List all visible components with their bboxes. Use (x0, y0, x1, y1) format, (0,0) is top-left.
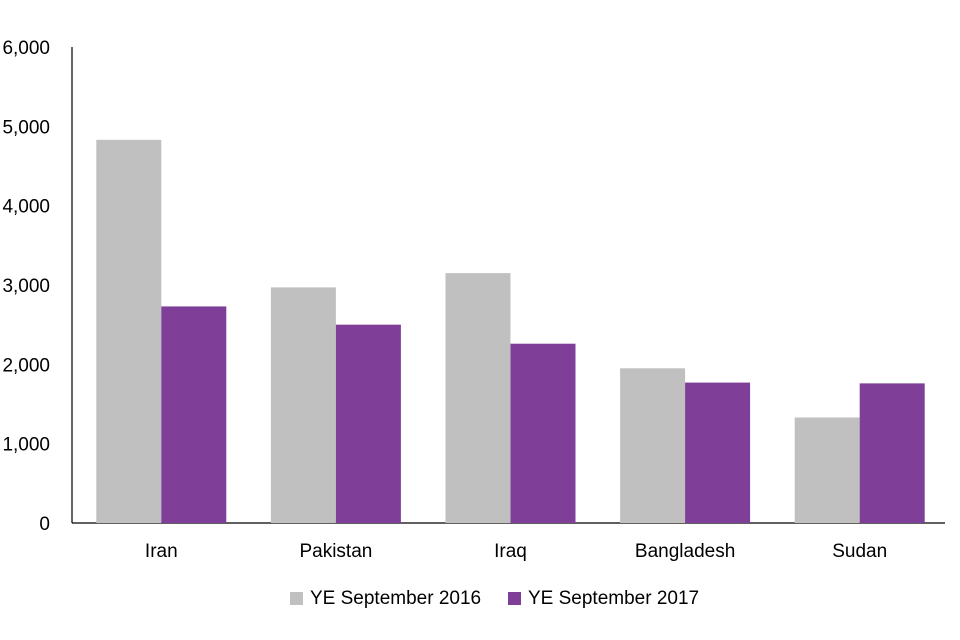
bar (685, 382, 751, 523)
x-category-label: Bangladesh (635, 541, 735, 562)
bar (161, 306, 227, 523)
legend-label: YE September 2017 (528, 588, 699, 609)
y-tick-label: 5,000 (2, 117, 50, 138)
legend-swatch (290, 592, 303, 605)
y-tick-label: 1,000 (2, 435, 50, 456)
y-tick-label: 3,000 (2, 276, 50, 297)
bar (335, 324, 401, 523)
bars (96, 139, 925, 523)
y-tick-label: 0 (39, 514, 50, 535)
legend-swatch (508, 592, 521, 605)
y-axis-ticks: 0 1,000 2,000 3,000 4,000 5,000 6,000 (2, 38, 50, 535)
y-tick-label: 6,000 (2, 38, 50, 59)
bar (510, 343, 576, 523)
bar (270, 287, 336, 523)
y-tick-label: 2,000 (2, 355, 50, 376)
x-category-label: Iran (145, 541, 178, 562)
bar (794, 417, 860, 523)
x-category-label: Sudan (832, 541, 887, 562)
x-category-label: Iraq (494, 541, 527, 562)
y-tick-label: 4,000 (2, 197, 50, 218)
bar (445, 273, 511, 523)
bar (96, 139, 162, 523)
bar (859, 383, 925, 523)
legend-label: YE September 2016 (310, 588, 481, 609)
legend: YE September 2016 YE September 2017 (290, 588, 699, 609)
x-axis-labels: Iran Pakistan Iraq Bangladesh Sudan (145, 541, 887, 562)
x-category-label: Pakistan (299, 541, 372, 562)
bar (620, 368, 686, 523)
